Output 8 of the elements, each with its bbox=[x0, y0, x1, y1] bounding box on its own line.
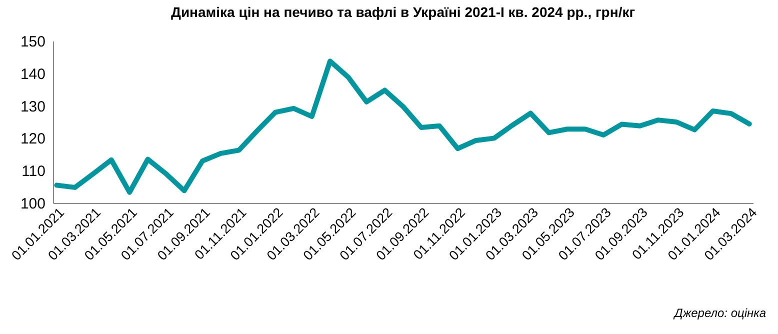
y-tick-label: 110 bbox=[22, 163, 46, 180]
y-tick-label: 140 bbox=[20, 66, 46, 83]
y-tick-label: 120 bbox=[20, 130, 46, 148]
y-tick-label: 130 bbox=[20, 98, 46, 116]
y-tick-label: 100 bbox=[20, 196, 46, 212]
y-tick-label: 150 bbox=[20, 34, 46, 50]
chart-title: Динаміка цін на печиво та вафлі в Україні 2021-І кв. 2024 рр., грн/кг bbox=[170, 4, 636, 20]
text: Джерело: оцінка bbox=[674, 306, 766, 320]
